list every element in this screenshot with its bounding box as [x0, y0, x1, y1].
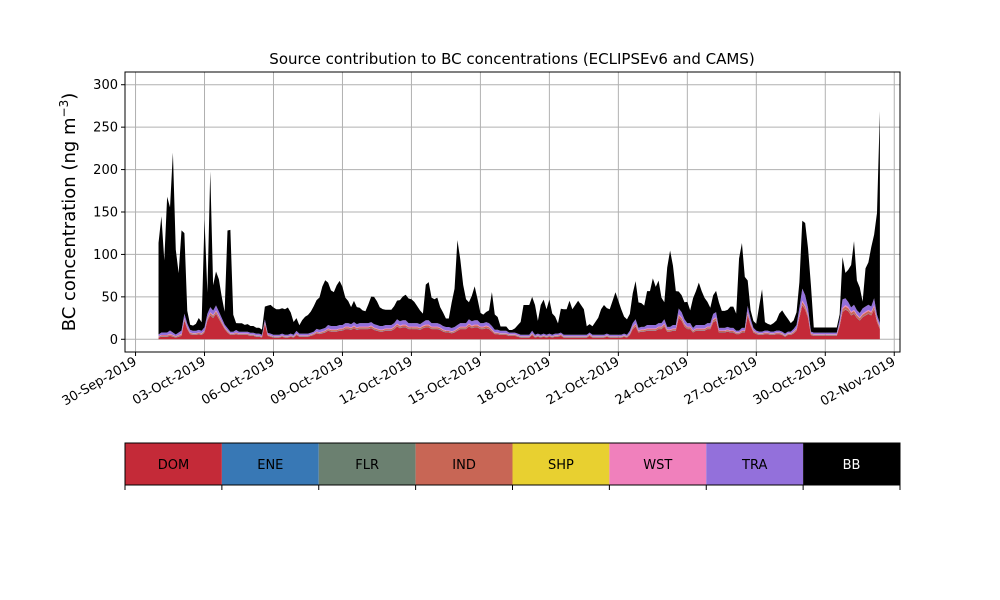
y-tick-label: 150: [93, 206, 118, 221]
y-axis: 0 50 100 150 200 250 300: [93, 78, 125, 348]
y-axis-label-main: BC concentration (ng m: [59, 117, 80, 331]
legend: DOM ENE FLR IND SHP WST TRA BB: [124, 442, 901, 490]
legend-label-flr: FLR: [355, 458, 379, 473]
y-axis-label: BC concentration (ng m−3): [57, 93, 80, 332]
y-tick-label: 250: [93, 121, 118, 136]
y-tick-label: 0: [110, 333, 118, 348]
y-tick-label: 300: [93, 78, 118, 93]
area-bb: [158, 110, 880, 335]
legend-label-shp: SHP: [548, 458, 574, 473]
legend-swatch-ind: [415, 443, 513, 485]
legend-swatch-shp: [512, 443, 610, 485]
stacked-areas: [158, 110, 880, 340]
legend-label-dom: DOM: [158, 458, 189, 473]
legend-label-wst: WST: [643, 458, 672, 473]
y-axis-label-close: ): [59, 93, 80, 100]
legend-swatch-flr: [318, 443, 416, 485]
legend-label-tra: TRA: [741, 458, 767, 473]
legend-label-ind: IND: [452, 458, 476, 473]
y-axis-label-superscript: −3: [57, 100, 71, 118]
legend-frame: [124, 442, 901, 486]
legend-label-ene: ENE: [257, 458, 283, 473]
legend-swatch-dom: [125, 443, 222, 485]
legend-swatch-ene: [221, 443, 319, 485]
legend-swatch-tra: [706, 443, 804, 485]
legend-swatch-bb: [803, 443, 900, 485]
legend-swatch-wst: [609, 443, 707, 485]
area-dom: [158, 305, 880, 340]
y-tick-label: 100: [93, 248, 118, 263]
chart-title: Source contribution to BC concentrations…: [269, 50, 754, 68]
y-tick-label: 200: [93, 163, 118, 178]
y-tick-label: 50: [101, 290, 118, 305]
legend-label-bb: BB: [843, 458, 861, 473]
